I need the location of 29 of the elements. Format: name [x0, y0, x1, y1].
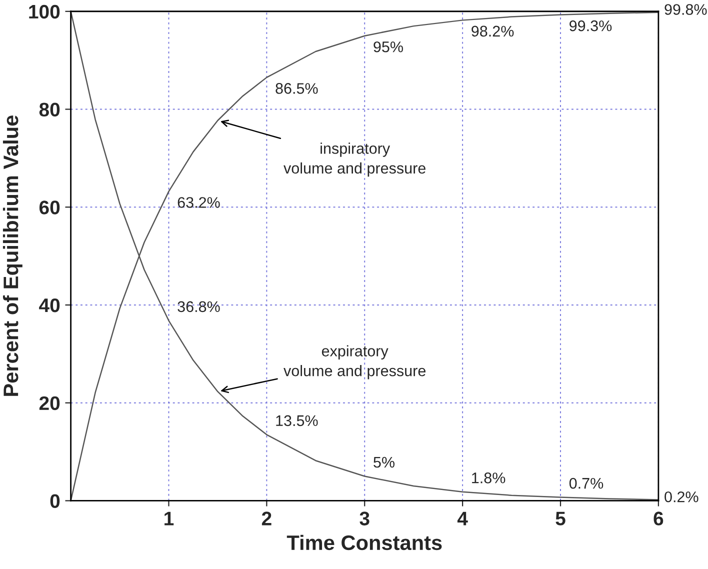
y-tick-label: 0: [50, 494, 60, 508]
annotation: expiratory volume and pressure: [284, 345, 426, 380]
data-label: 95%: [374, 41, 403, 52]
line-series: [70, 12, 658, 501]
x-axis-title: Time Constants: [286, 534, 442, 550]
y-tick-label: 20: [39, 396, 60, 410]
data-label: 99.3%: [570, 20, 612, 32]
data-label: 0.2%: [664, 491, 698, 502]
data-label: 86.5%: [276, 83, 318, 94]
y-axis-title: Percent of Equilibrium Value: [2, 116, 22, 396]
x-tick-label: 6: [654, 512, 664, 526]
data-label: 63.2%: [178, 197, 220, 208]
x-tick-label: 5: [556, 512, 566, 526]
y-tick-label: 40: [39, 298, 60, 312]
data-label: 5%: [374, 456, 394, 468]
data-label: 0.7%: [569, 478, 604, 489]
x-tick-label: 1: [164, 512, 174, 526]
data-label: 99.8%: [664, 4, 707, 15]
annotation: inspiratory volume and pressure: [284, 142, 426, 177]
x-tick-label: 3: [360, 512, 370, 526]
data-label: 36.8%: [178, 301, 220, 312]
y-tick-label: 100: [29, 4, 60, 19]
data-label: 98.2%: [472, 26, 514, 37]
x-tick-label: 4: [457, 512, 468, 526]
x-tick-label: 2: [262, 512, 272, 526]
data-label: 1.8%: [472, 472, 506, 484]
y-tick-label: 60: [39, 200, 60, 214]
data-label: 13.5%: [276, 415, 318, 426]
y-tick-label: 80: [39, 102, 60, 116]
